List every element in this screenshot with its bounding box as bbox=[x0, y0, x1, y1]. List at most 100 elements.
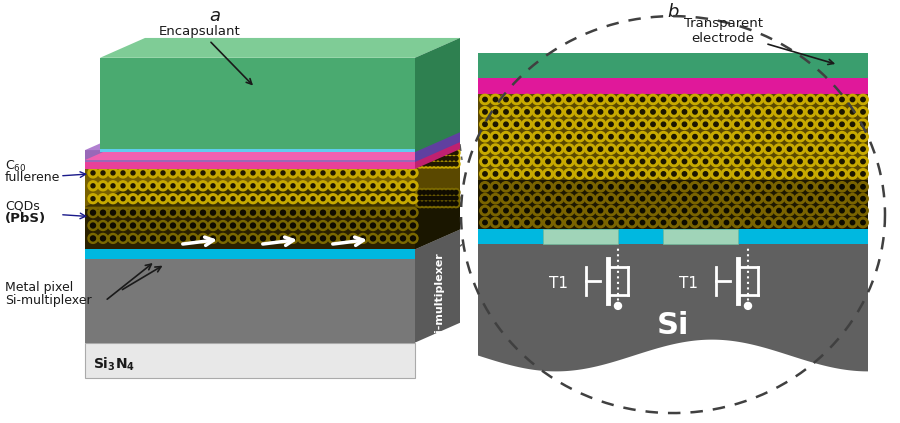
Circle shape bbox=[328, 233, 338, 243]
Circle shape bbox=[416, 154, 424, 162]
Circle shape bbox=[850, 135, 855, 139]
Text: b: b bbox=[667, 3, 679, 21]
Circle shape bbox=[408, 220, 418, 231]
Circle shape bbox=[436, 189, 444, 196]
Circle shape bbox=[619, 147, 624, 151]
Circle shape bbox=[446, 202, 450, 206]
Circle shape bbox=[819, 97, 824, 102]
Circle shape bbox=[328, 168, 338, 178]
Circle shape bbox=[689, 107, 700, 117]
Circle shape bbox=[268, 220, 278, 231]
Circle shape bbox=[504, 172, 508, 176]
Circle shape bbox=[288, 194, 298, 204]
Circle shape bbox=[829, 184, 833, 189]
Circle shape bbox=[108, 181, 118, 191]
Circle shape bbox=[808, 184, 813, 189]
Circle shape bbox=[788, 110, 792, 114]
Circle shape bbox=[658, 144, 669, 154]
Circle shape bbox=[543, 94, 553, 104]
Circle shape bbox=[482, 122, 487, 126]
Circle shape bbox=[588, 110, 592, 114]
Circle shape bbox=[522, 119, 532, 129]
Circle shape bbox=[563, 206, 574, 216]
Circle shape bbox=[732, 206, 742, 216]
Circle shape bbox=[511, 157, 522, 167]
Circle shape bbox=[745, 159, 750, 164]
Circle shape bbox=[689, 157, 700, 167]
Circle shape bbox=[847, 94, 858, 104]
Circle shape bbox=[181, 184, 185, 188]
Circle shape bbox=[511, 194, 522, 204]
Polygon shape bbox=[328, 239, 416, 245]
Circle shape bbox=[626, 206, 637, 216]
Text: a: a bbox=[210, 7, 220, 25]
Circle shape bbox=[858, 169, 868, 179]
Circle shape bbox=[850, 97, 855, 102]
Text: Si-multiplexer: Si-multiplexer bbox=[5, 294, 92, 307]
Circle shape bbox=[648, 206, 658, 216]
Circle shape bbox=[651, 110, 655, 114]
Circle shape bbox=[128, 168, 138, 178]
Circle shape bbox=[766, 135, 770, 139]
Circle shape bbox=[815, 206, 826, 216]
Circle shape bbox=[328, 208, 338, 217]
Circle shape bbox=[567, 184, 572, 189]
Circle shape bbox=[588, 97, 592, 102]
Circle shape bbox=[556, 147, 561, 151]
Circle shape bbox=[278, 220, 288, 231]
Circle shape bbox=[669, 94, 680, 104]
Circle shape bbox=[428, 160, 436, 168]
Circle shape bbox=[301, 210, 305, 215]
Circle shape bbox=[482, 220, 487, 225]
Circle shape bbox=[411, 171, 415, 175]
Circle shape bbox=[595, 157, 606, 167]
Circle shape bbox=[689, 206, 700, 216]
Circle shape bbox=[574, 144, 585, 154]
Circle shape bbox=[788, 159, 792, 164]
Circle shape bbox=[491, 94, 500, 104]
Bar bbox=[478, 230, 868, 244]
Circle shape bbox=[671, 184, 676, 189]
Circle shape bbox=[198, 168, 208, 178]
Circle shape bbox=[188, 194, 198, 204]
Circle shape bbox=[700, 169, 711, 179]
Bar bbox=[478, 244, 868, 390]
Circle shape bbox=[201, 210, 205, 215]
Circle shape bbox=[689, 94, 700, 104]
Circle shape bbox=[128, 181, 138, 191]
Text: Si-multiplexer: Si-multiplexer bbox=[435, 252, 445, 340]
Circle shape bbox=[428, 194, 436, 202]
Circle shape bbox=[418, 190, 422, 195]
Circle shape bbox=[268, 208, 278, 217]
Circle shape bbox=[819, 110, 824, 114]
Circle shape bbox=[318, 208, 328, 217]
Circle shape bbox=[640, 159, 644, 164]
Circle shape bbox=[161, 184, 165, 188]
Circle shape bbox=[756, 184, 760, 189]
Circle shape bbox=[788, 172, 792, 176]
Circle shape bbox=[829, 147, 833, 151]
Circle shape bbox=[721, 107, 732, 117]
Circle shape bbox=[795, 157, 806, 167]
Circle shape bbox=[426, 190, 430, 195]
Circle shape bbox=[567, 110, 572, 114]
Circle shape bbox=[598, 172, 603, 176]
Circle shape bbox=[819, 122, 824, 126]
Circle shape bbox=[808, 122, 813, 126]
Circle shape bbox=[637, 157, 648, 167]
Circle shape bbox=[797, 110, 802, 114]
Circle shape bbox=[734, 97, 739, 102]
Circle shape bbox=[585, 194, 595, 204]
Circle shape bbox=[574, 119, 585, 129]
Circle shape bbox=[525, 220, 529, 225]
Circle shape bbox=[574, 169, 585, 179]
Circle shape bbox=[258, 181, 268, 191]
Polygon shape bbox=[85, 207, 415, 249]
Circle shape bbox=[411, 184, 415, 188]
Circle shape bbox=[450, 190, 454, 195]
Circle shape bbox=[442, 202, 446, 206]
Circle shape bbox=[291, 171, 295, 175]
Circle shape bbox=[662, 209, 666, 213]
Circle shape bbox=[131, 197, 135, 201]
Circle shape bbox=[408, 208, 418, 217]
